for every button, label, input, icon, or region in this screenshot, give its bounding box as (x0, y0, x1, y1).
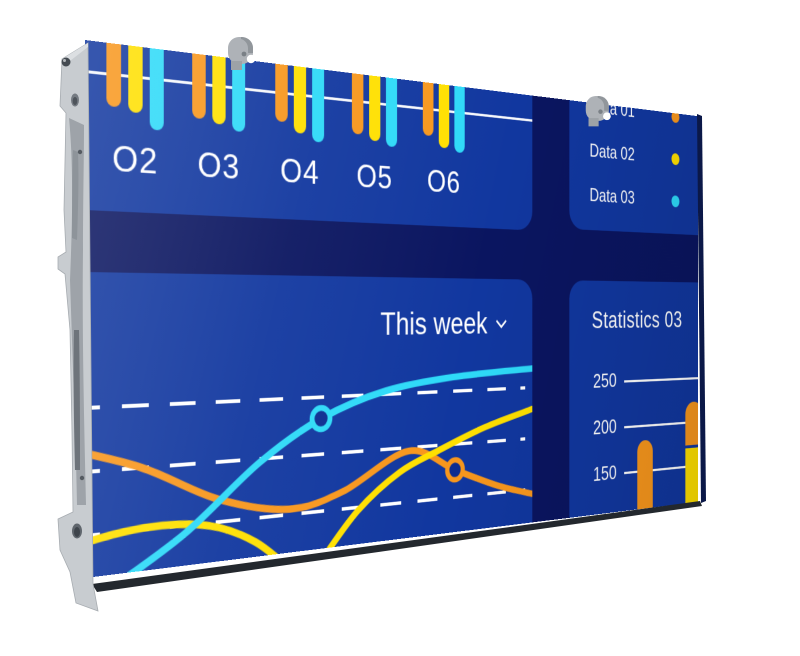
ring-marker-data03 (312, 407, 330, 429)
y-tick-150: 150 (593, 460, 617, 486)
bar-data01-O3 (192, 40, 206, 120)
bar-data01-O2 (106, 40, 122, 108)
line-series-data02 (85, 513, 285, 578)
corner-screw-icon (61, 57, 71, 67)
bar-data02-O5 (369, 40, 381, 142)
legend-item-data-02: Data 02 (590, 139, 680, 171)
bar-data03-O5 (385, 42, 398, 148)
legend-item-data-01: Data 01 (590, 94, 680, 129)
category-label-O3: O3 (197, 144, 241, 187)
bar-data03-O6 (454, 52, 465, 154)
legend-dot-yellow-icon (671, 152, 680, 166)
y-tick-200: 200 (593, 414, 617, 440)
bar-data03-O3 (232, 40, 246, 133)
overview-chart-card: O2 O3 O4 O5 O6 (85, 40, 533, 231)
bar-data01-O4 (275, 40, 288, 123)
category-label-O5: O5 (356, 157, 393, 196)
frame-pin (77, 149, 83, 155)
overview-bar-groups (85, 40, 532, 154)
stat-bar-2-data02 (685, 447, 699, 538)
legend-dot-cyan-icon (671, 195, 680, 208)
line-chart (85, 272, 532, 578)
legend-dot-orange-icon (671, 110, 680, 124)
legend-item-data-03: Data 03 (590, 183, 680, 213)
statistics-title: Statistics 03 (591, 306, 683, 334)
legend-card: Data 01 Data 02 Data 03 (569, 61, 699, 238)
statistics-plot: 250 200 150 (569, 280, 699, 545)
this-week-chart-card: This week (85, 271, 533, 578)
bar-data03-O2 (149, 40, 164, 131)
panel-right-side (697, 114, 706, 503)
bar-data02-O6 (438, 50, 450, 149)
bar-data02-O4 (293, 40, 307, 134)
category-label-O6: O6 (427, 163, 461, 200)
statistics-chart-card: Statistics 03 250 200 150 (569, 280, 699, 555)
stat-bar-2-data01 (685, 401, 699, 446)
bar-data03-O4 (312, 40, 325, 143)
bar-data02-O3 (212, 40, 226, 125)
frame-pin (79, 475, 85, 481)
axis-gridline (624, 374, 699, 383)
frame-foot-hole (72, 523, 82, 539)
legend-label: Data 01 (589, 95, 635, 122)
y-tick-250: 250 (593, 368, 617, 393)
bar-data01-O6 (422, 48, 434, 137)
bar-data02-O2 (128, 40, 143, 114)
legend-label: Data 02 (589, 140, 635, 166)
led-screen: O2 O3 O4 O5 O6 Data 01 Data 02 Data 03 This … (85, 40, 699, 578)
bar-data01-O5 (351, 40, 364, 135)
dashed-gridline (85, 388, 525, 409)
legend-label: Data 03 (589, 184, 635, 209)
category-label-O4: O4 (280, 151, 320, 192)
ring-marker-data01 (447, 459, 463, 480)
frame-hole (71, 93, 79, 107)
stat-bar-1-data01 (637, 439, 653, 545)
category-label-O2: O2 (112, 138, 159, 182)
